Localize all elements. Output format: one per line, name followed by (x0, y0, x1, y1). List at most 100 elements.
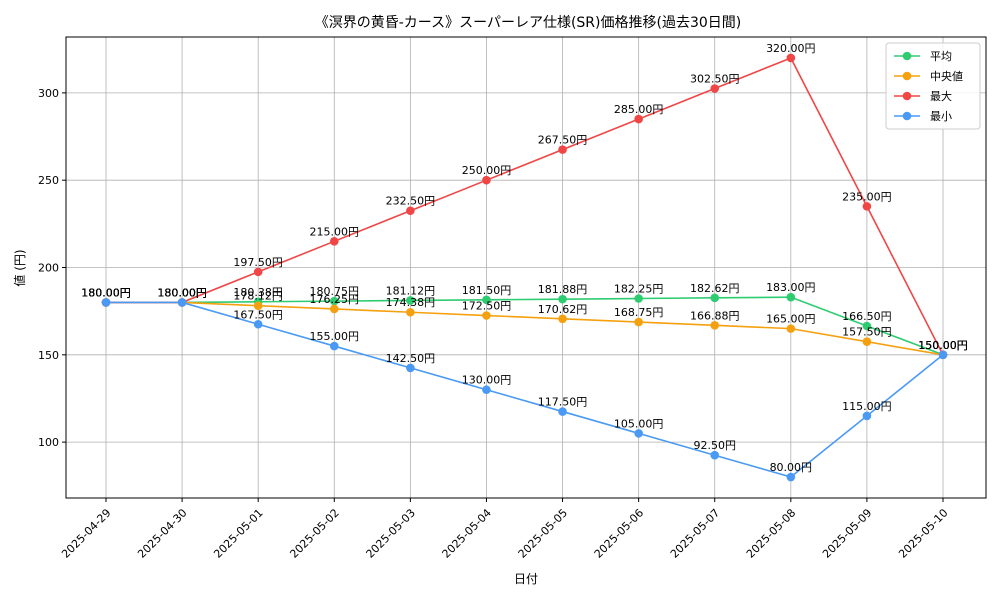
legend-label: 最大 (930, 89, 952, 103)
data-label: 285.00円 (614, 103, 664, 116)
data-point (329, 237, 339, 246)
data-point (482, 311, 491, 320)
data-point (482, 385, 491, 395)
y-tick-label: 150 (38, 349, 59, 362)
data-label: 197.50円 (233, 256, 283, 269)
data-label: 142.50円 (386, 352, 436, 365)
data-label: 267.50円 (538, 134, 588, 147)
data-point (482, 175, 491, 185)
legend-marker (902, 71, 912, 81)
data-point (862, 321, 872, 331)
data-label: 181.12円 (386, 284, 436, 297)
data-point (862, 337, 872, 347)
data-label: 180.00円 (157, 286, 207, 299)
data-point (786, 53, 796, 63)
legend-box (885, 42, 981, 130)
data-point (406, 307, 415, 317)
x-tick-label: 2025-05-10 (896, 506, 950, 560)
data-point (101, 298, 111, 307)
chart-title: 《溟界の黄昏-カース》スーパーレア仕様(SR)価格推移(過去30日間) (315, 14, 742, 31)
data-label: 232.50円 (386, 195, 436, 208)
data-label: 180.00円 (157, 286, 207, 299)
data-point (786, 472, 796, 482)
data-label: 150.00円 (918, 339, 968, 352)
data-label: 182.25円 (614, 282, 664, 295)
series-line (106, 56, 944, 356)
data-label: 80.00円 (770, 461, 813, 474)
data-label: 180.75円 (310, 285, 360, 298)
series-layer (101, 53, 948, 482)
data-label: 157.50円 (842, 326, 892, 339)
data-point (177, 298, 187, 307)
data-label: 170.62円 (538, 303, 588, 316)
data-point (406, 206, 415, 216)
data-label: 182.62円 (690, 282, 740, 295)
x-tick-label: 2025-05-09 (820, 506, 874, 560)
data-label: 180.00円 (157, 286, 207, 299)
data-point (862, 411, 872, 421)
x-tick-label: 2025-05-07 (668, 506, 722, 560)
data-label: 181.50円 (462, 284, 512, 297)
data-point (634, 317, 643, 327)
data-label: 172.50円 (462, 300, 512, 313)
data-label: 115.00円 (842, 400, 892, 413)
data-point (710, 84, 720, 93)
data-label: 320.00円 (766, 42, 816, 55)
data-label: 180.00円 (81, 286, 131, 299)
x-tick-label: 2025-04-30 (135, 506, 189, 560)
x-axis: 2025-04-29 2025-04-30 2025-05-01 2025-05-02… (59, 498, 951, 561)
data-point (406, 363, 415, 373)
data-label: 178.12円 (233, 290, 283, 303)
data-point (710, 450, 720, 460)
data-label: 166.88円 (690, 309, 740, 322)
y-tick-label: 250 (38, 174, 59, 187)
data-point (329, 296, 339, 306)
data-point (253, 319, 263, 329)
legend-label: 中央値 (930, 70, 963, 83)
data-point (253, 267, 263, 277)
data-point (329, 341, 339, 351)
y-tick-label: 300 (38, 87, 59, 100)
data-label: 166.50円 (842, 310, 892, 323)
data-point (558, 407, 567, 416)
data-label: 181.88円 (538, 283, 588, 296)
legend-marker (902, 51, 912, 61)
legend-marker (902, 91, 912, 101)
x-tick-label: 2025-05-08 (744, 506, 798, 560)
y-axis: 100 150 200 250 300 (38, 87, 66, 449)
series-line (106, 301, 944, 478)
data-label: 215.00円 (310, 225, 360, 238)
data-point (938, 350, 948, 360)
data-label: 155.00円 (310, 330, 360, 343)
legend-marker (902, 111, 912, 121)
data-point (558, 145, 567, 154)
data-label: 105.00円 (614, 417, 664, 430)
data-label: 183.00円 (766, 281, 816, 294)
data-label: 150.00円 (918, 339, 968, 352)
data-label: 180.00円 (81, 286, 131, 299)
y-tick-label: 200 (38, 262, 59, 275)
grid-layer (66, 37, 986, 498)
legend-label: 平均 (930, 50, 952, 63)
series-line (106, 301, 944, 356)
data-point (710, 321, 720, 330)
x-axis-label: 日付 (514, 572, 538, 586)
x-tick-label: 2025-05-05 (516, 506, 570, 560)
y-tick-label: 100 (38, 436, 59, 449)
x-tick-label: 2025-05-03 (364, 506, 418, 560)
data-labels: 180.00円 180.00円 180.38円 180.75円 181.12円 181.5… (81, 42, 968, 474)
data-point (329, 304, 339, 314)
data-label: 180.00円 (81, 286, 131, 299)
data-label: 174.38円 (386, 296, 436, 309)
data-point (862, 202, 872, 211)
data-label: 150.00円 (918, 339, 968, 352)
data-label: 180.00円 (81, 286, 131, 299)
x-tick-label: 2025-04-29 (59, 506, 113, 560)
x-tick-label: 2025-05-04 (440, 506, 494, 560)
data-point (634, 114, 643, 124)
data-label: 150.00円 (918, 339, 968, 352)
data-point (786, 324, 796, 333)
data-point (558, 314, 567, 324)
legend-label: 最小 (930, 110, 952, 123)
